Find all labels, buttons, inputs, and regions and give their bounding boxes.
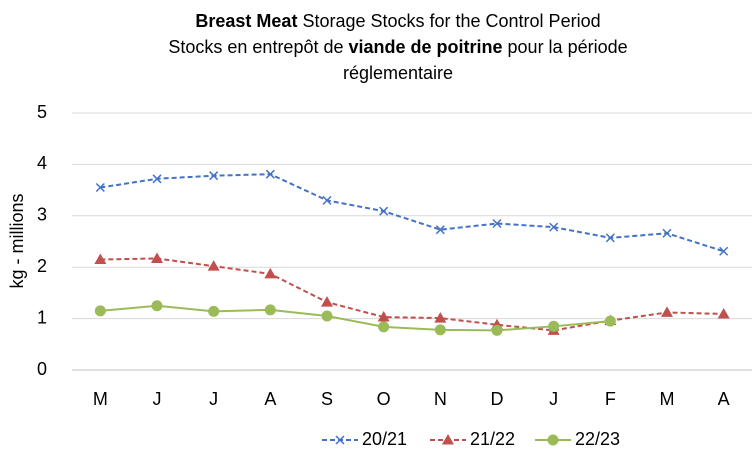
marker xyxy=(151,252,163,263)
marker xyxy=(435,225,445,235)
marker xyxy=(605,233,615,243)
x-tick-label: J xyxy=(549,389,558,409)
marker xyxy=(492,218,502,229)
marker xyxy=(207,260,220,271)
marker xyxy=(719,246,729,256)
x-tick-label: M xyxy=(660,389,675,409)
x-tick-label: J xyxy=(153,389,162,409)
marker xyxy=(549,222,559,232)
x-tick-label: A xyxy=(264,389,276,409)
title-segment: Stocks en entrepôt de xyxy=(168,37,348,57)
title-segment: pour la période xyxy=(503,37,628,57)
chart-title: réglementaire xyxy=(343,63,453,83)
chart-title: Breast Meat Storage Stocks for the Contr… xyxy=(195,11,600,31)
y-tick-label: 2 xyxy=(37,256,47,276)
y-tick-label: 5 xyxy=(37,102,47,122)
series-line xyxy=(100,257,724,332)
marker xyxy=(152,174,162,184)
marker xyxy=(662,228,672,238)
marker xyxy=(94,305,106,317)
marker xyxy=(94,253,107,264)
marker xyxy=(604,315,616,327)
marker xyxy=(491,324,503,336)
title-segment: Breast Meat xyxy=(195,11,297,31)
marker xyxy=(661,306,673,317)
x-tick-label: F xyxy=(605,389,616,409)
x-tick-label: D xyxy=(491,389,504,409)
y-tick-label: 0 xyxy=(37,359,47,379)
marker xyxy=(548,320,560,332)
marker xyxy=(264,267,277,279)
marker xyxy=(378,321,390,333)
legend-marker xyxy=(547,434,559,446)
x-tick-label: J xyxy=(209,389,218,409)
marker xyxy=(95,182,105,193)
series-line xyxy=(100,173,724,253)
legend-marker xyxy=(335,435,345,445)
marker xyxy=(208,305,220,317)
marker xyxy=(379,206,389,216)
marker xyxy=(209,171,219,181)
x-tick-label: S xyxy=(321,389,333,409)
marker xyxy=(717,307,730,319)
x-tick-label: M xyxy=(93,389,108,409)
title-segment: réglementaire xyxy=(343,63,453,83)
x-tick-label: A xyxy=(718,389,730,409)
marker xyxy=(321,296,333,307)
title-segment: viande de poitrine xyxy=(349,37,503,57)
y-tick-label: 4 xyxy=(37,153,47,173)
x-tick-label: O xyxy=(377,389,391,409)
marker xyxy=(151,300,163,312)
title-segment: Storage Stocks for the Control Period xyxy=(297,11,600,31)
chart-title: Stocks en entrepôt de viande de poitrine… xyxy=(168,37,627,57)
marker xyxy=(265,169,275,179)
legend-marker xyxy=(442,434,454,445)
legend-label: 20/21 xyxy=(362,429,407,449)
marker xyxy=(321,310,333,322)
y-axis-label: kg - millions xyxy=(7,193,27,288)
x-tick-label: N xyxy=(434,389,447,409)
y-tick-label: 1 xyxy=(37,307,47,327)
marker xyxy=(434,324,446,336)
y-tick-label: 3 xyxy=(37,205,47,225)
marker xyxy=(264,304,276,316)
series-line xyxy=(100,304,611,332)
legend-label: 21/22 xyxy=(470,429,515,449)
marker xyxy=(434,312,447,323)
marker xyxy=(377,311,390,322)
legend-label: 22/23 xyxy=(575,429,620,449)
marker xyxy=(322,195,332,205)
